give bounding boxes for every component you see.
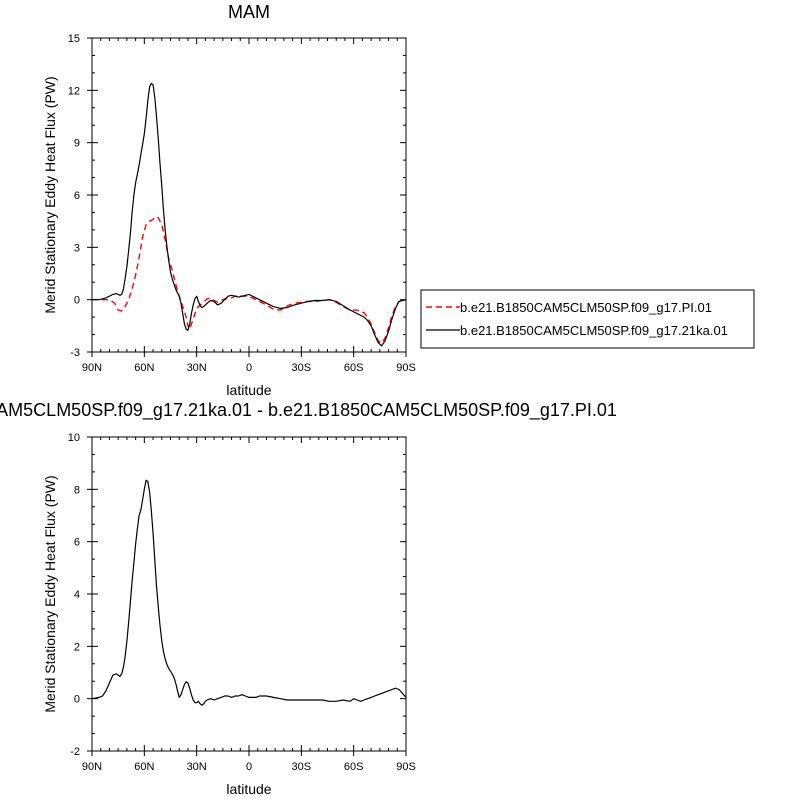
- y-tick-label: 8: [74, 484, 80, 496]
- top-x-axis-label: latitude: [226, 382, 271, 398]
- series-line-0: [91, 479, 407, 706]
- x-tick-label: 60N: [134, 362, 154, 374]
- x-tick-label: 30N: [187, 362, 207, 374]
- x-tick-label: 90S: [396, 362, 416, 374]
- bottom-panel: b.e21.B1850CAM5CLM50SP.f09_g17.21ka.01 -…: [0, 400, 617, 797]
- y-tick-label: 10: [68, 432, 80, 444]
- x-tick-label: 30S: [292, 761, 312, 773]
- top-panel: MAM 90N 60N 30N 0 30S 60S 90S -3 0 3 6 9 12 15 latitu…: [42, 2, 416, 398]
- top-plot-frame: [91, 37, 407, 353]
- series-line-0: [92, 216, 407, 344]
- series-line-1: [92, 82, 407, 347]
- x-tick-label: 30S: [292, 362, 312, 374]
- y-tick-label: -2: [70, 746, 80, 758]
- bottom-x-axis-label: latitude: [226, 781, 271, 797]
- bottom-y-axis-label: Merid Stationary Eddy Heat Flux (PW): [42, 475, 58, 712]
- y-tick-label: 2: [74, 641, 80, 653]
- top-tick-labels: 90N 60N 30N 0 30S 60S 90S -3 0 3 6 9 12 15: [68, 33, 416, 374]
- y-tick-label: 12: [68, 85, 80, 97]
- top-series-lines: [92, 82, 407, 347]
- bottom-plot-frame: [91, 436, 407, 752]
- bottom-ticks: [87, 436, 407, 756]
- y-tick-label: 15: [68, 33, 80, 45]
- y-tick-label: 4: [74, 589, 80, 601]
- top-chart-title: MAM: [228, 2, 270, 22]
- y-tick-label: 9: [74, 138, 80, 150]
- legend-label-pi: b.e21.B1850CAM5CLM50SP.f09_g17.PI.01: [460, 300, 712, 315]
- x-tick-label: 60N: [134, 761, 154, 773]
- y-tick-label: -3: [70, 347, 80, 359]
- y-tick-label: 6: [74, 537, 80, 549]
- y-tick-label: 3: [74, 242, 80, 254]
- top-y-axis-label: Merid Stationary Eddy Heat Flux (PW): [42, 76, 58, 313]
- legend: b.e21.B1850CAM5CLM50SP.f09_g17.PI.01 b.e…: [420, 289, 755, 349]
- legend-box: [420, 289, 755, 349]
- x-tick-label: 90N: [82, 362, 102, 374]
- bottom-tick-labels: 90N 60N 30N 0 30S 60S 90S -2 0 2 4 6 8 10: [68, 432, 416, 773]
- legend-label-21ka: b.e21.B1850CAM5CLM50SP.f09_g17.21ka.01: [460, 323, 728, 338]
- y-tick-label: 0: [74, 295, 80, 307]
- x-tick-label: 0: [246, 761, 252, 773]
- x-tick-label: 60S: [344, 761, 364, 773]
- x-tick-label: 0: [246, 362, 252, 374]
- bottom-series-lines: [91, 479, 407, 706]
- x-tick-label: 90S: [396, 761, 416, 773]
- x-tick-label: 30N: [187, 761, 207, 773]
- x-tick-label: 60S: [344, 362, 364, 374]
- top-ticks: [87, 37, 407, 357]
- y-tick-label: 6: [74, 190, 80, 202]
- bottom-chart-title: b.e21.B1850CAM5CLM50SP.f09_g17.21ka.01 -…: [0, 400, 617, 421]
- y-tick-label: 0: [74, 694, 80, 706]
- x-tick-label: 90N: [82, 761, 102, 773]
